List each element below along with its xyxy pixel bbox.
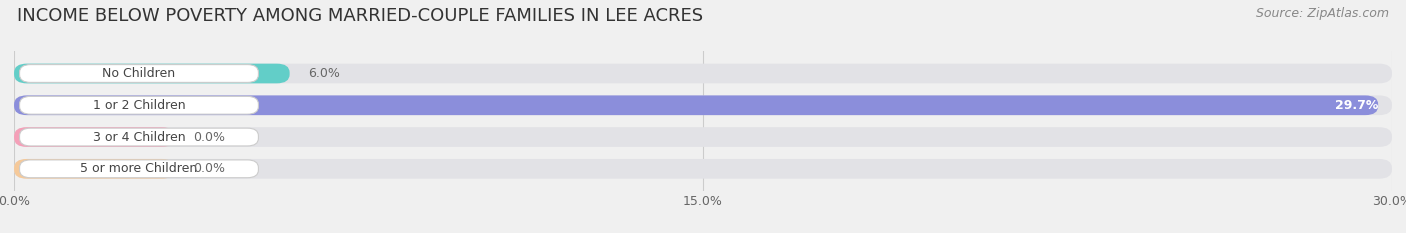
Text: 0.0%: 0.0%: [193, 162, 225, 175]
Text: INCOME BELOW POVERTY AMONG MARRIED-COUPLE FAMILIES IN LEE ACRES: INCOME BELOW POVERTY AMONG MARRIED-COUPL…: [17, 7, 703, 25]
FancyBboxPatch shape: [20, 96, 259, 114]
FancyBboxPatch shape: [20, 128, 259, 146]
FancyBboxPatch shape: [14, 96, 1378, 115]
Text: 6.0%: 6.0%: [308, 67, 340, 80]
Text: 5 or more Children: 5 or more Children: [80, 162, 198, 175]
Text: No Children: No Children: [103, 67, 176, 80]
FancyBboxPatch shape: [20, 160, 259, 178]
Text: 0.0%: 0.0%: [193, 130, 225, 144]
Text: 3 or 4 Children: 3 or 4 Children: [93, 130, 186, 144]
FancyBboxPatch shape: [14, 159, 174, 179]
Text: 1 or 2 Children: 1 or 2 Children: [93, 99, 186, 112]
FancyBboxPatch shape: [14, 64, 290, 83]
FancyBboxPatch shape: [20, 65, 259, 82]
FancyBboxPatch shape: [14, 127, 174, 147]
FancyBboxPatch shape: [14, 64, 1392, 83]
FancyBboxPatch shape: [14, 159, 1392, 179]
Text: Source: ZipAtlas.com: Source: ZipAtlas.com: [1256, 7, 1389, 20]
FancyBboxPatch shape: [14, 127, 1392, 147]
Text: 29.7%: 29.7%: [1334, 99, 1378, 112]
FancyBboxPatch shape: [14, 96, 1392, 115]
